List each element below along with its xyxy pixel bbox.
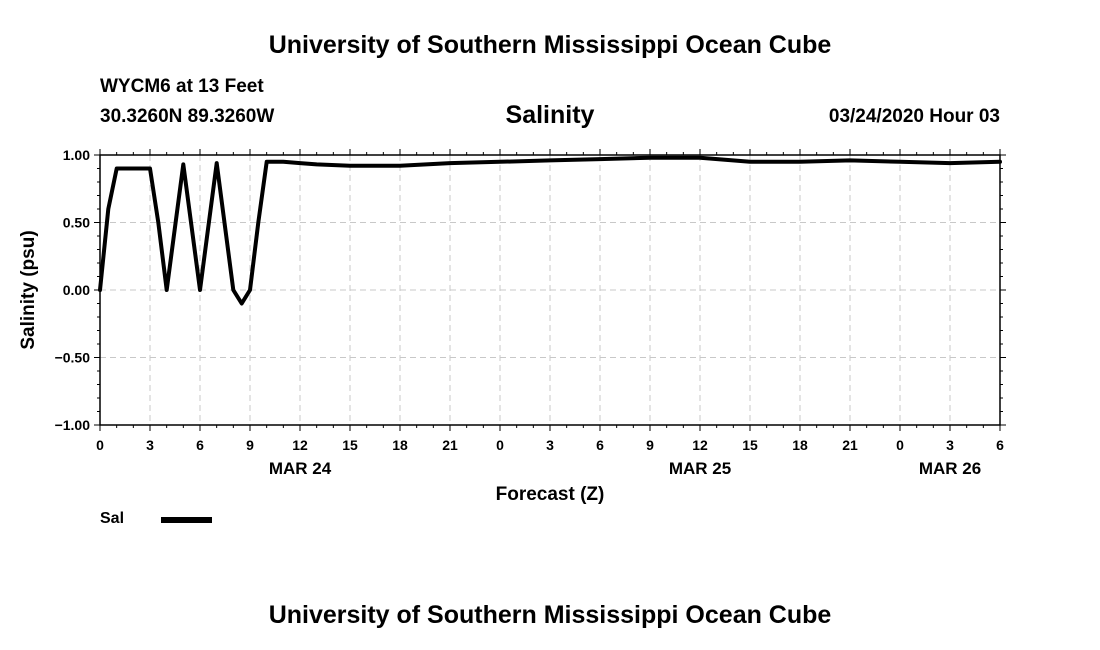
station-label: WYCM6 at 13 Feet	[100, 76, 264, 97]
y-tick-label: −0.50	[55, 350, 91, 366]
x-tick-label: 15	[342, 437, 358, 453]
x-tick-label: 6	[596, 437, 604, 453]
x-tick-label: 18	[392, 437, 408, 453]
x-tick-label: 0	[896, 437, 904, 453]
x-tick-label: 3	[546, 437, 554, 453]
axis-ticks: 1.00 0.50 0.00 −0.50 −1.00 0 3 6 9 12 15 18 21 0 3 6 9 12…	[55, 147, 1006, 478]
station-coordinates: 30.3260N 89.3260W	[100, 106, 275, 127]
series-layer	[98, 155, 1002, 306]
x-tick-label: 21	[442, 437, 458, 453]
x-tick-label: 3	[146, 437, 154, 453]
y-tick-label: 0.50	[63, 215, 90, 231]
x-tick-label: 6	[196, 437, 204, 453]
x-tick-label: 0	[496, 437, 504, 453]
x-tick-label: 9	[246, 437, 254, 453]
x-tick-label: 18	[792, 437, 808, 453]
forecast-timestamp: 03/24/2020 Hour 03	[828, 106, 1000, 127]
chart-main-title: University of Southern Mississippi Ocean…	[268, 31, 832, 59]
x-tick-label: 9	[646, 437, 654, 453]
x-tick-label: 3	[946, 437, 954, 453]
y-tick-label: −1.00	[55, 417, 91, 433]
legend-series-swatch	[161, 517, 212, 523]
footer-title: University of Southern Mississippi Ocean…	[268, 601, 832, 629]
x-tick-label: 12	[692, 437, 708, 453]
legend-series-label: Sal	[100, 510, 125, 527]
x-date-label: MAR 25	[669, 459, 731, 478]
y-tick-label: 1.00	[63, 147, 90, 163]
y-tick-label: 0.00	[63, 282, 90, 298]
grid-lines	[100, 155, 1000, 425]
series-line-sal	[98, 155, 1002, 306]
x-axis-label: Forecast (Z)	[496, 484, 605, 505]
y-axis-label: Salinity (psu)	[18, 230, 39, 349]
chart-subtitle: Salinity	[505, 101, 595, 129]
x-tick-label: 21	[842, 437, 858, 453]
x-tick-label: 12	[292, 437, 308, 453]
x-tick-label: 0	[96, 437, 104, 453]
x-tick-label: 15	[742, 437, 758, 453]
x-date-label: MAR 26	[919, 459, 981, 478]
x-date-label: MAR 24	[269, 459, 332, 478]
x-tick-label: 6	[996, 437, 1004, 453]
